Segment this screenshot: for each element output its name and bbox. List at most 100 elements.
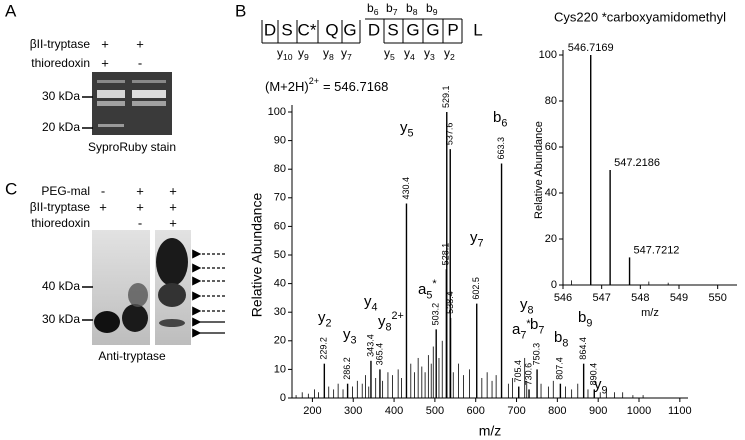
ion-sub: 6: [501, 117, 507, 129]
y-tick-label: 100: [539, 49, 557, 61]
ion-sub: 5: [390, 52, 395, 62]
x-tick-label: 550: [708, 292, 726, 304]
row-label: PEG-mal: [41, 184, 90, 198]
y-ion-label: y7: [341, 46, 352, 62]
y-tick-label: 20: [274, 335, 286, 347]
b-ion-label: b9: [426, 1, 438, 17]
y-tick-label: 60: [274, 220, 286, 232]
peak-label: 807.4: [555, 357, 565, 380]
lane-sign: +: [136, 199, 144, 214]
lane-sign: -: [138, 55, 142, 70]
ion-sup: *: [526, 318, 531, 330]
ion-base: b: [406, 1, 413, 15]
ion-base: b: [530, 316, 538, 333]
lane-sign: +: [169, 183, 177, 198]
ion-sub: 4: [372, 301, 378, 313]
ion-sub: 2: [326, 317, 332, 329]
x-tick-label: 900: [589, 405, 607, 417]
panel-label: C: [5, 179, 17, 198]
ion-annotation: b7: [530, 316, 544, 336]
panel-label: B: [235, 1, 246, 20]
ion-base: b: [578, 309, 586, 326]
lane-sign: +: [101, 36, 109, 51]
residue: D: [368, 20, 380, 39]
x-tick-label: 700: [507, 405, 525, 417]
y-tick-label: 60: [545, 141, 557, 153]
peak-label: 705.4: [513, 360, 523, 383]
ion-sub: 7: [520, 329, 526, 341]
peak-label: 546.7169: [568, 42, 614, 54]
y-tick-label: 80: [545, 95, 557, 107]
y-ion-label: y3: [424, 46, 435, 62]
ion-base: b: [554, 329, 562, 346]
gel-a: [82, 72, 172, 135]
y-tick-label: 40: [274, 278, 286, 290]
precursor-charge: 2+: [309, 76, 319, 86]
ion-sub: 7: [347, 52, 352, 62]
x-axis-label: m/z: [479, 423, 502, 439]
lane-sign: -: [101, 183, 105, 198]
ion-sub: 10: [283, 52, 293, 62]
ion-base: y: [341, 46, 347, 60]
y-ion-label: y9: [298, 46, 309, 62]
ion-base: a: [512, 321, 521, 338]
ion-annotation: y5: [400, 119, 414, 139]
lane-sign: +: [169, 215, 177, 230]
precursor-mz: = 546.7168: [323, 79, 388, 94]
y-axis-label: Relative Abundance: [533, 121, 545, 219]
residue: G: [426, 20, 439, 39]
caption: SyproRuby stain: [88, 140, 176, 154]
marker-label: 30 kDa: [42, 89, 80, 103]
ion-base: y: [343, 326, 351, 343]
lane-sign: +: [169, 199, 177, 214]
y-tick-label: 20: [545, 233, 557, 245]
residue: G: [406, 20, 419, 39]
peak-label: 890.4: [589, 363, 599, 386]
ion-base: b: [367, 1, 374, 15]
peak-label: 537.6: [445, 123, 455, 146]
peak-label: 602.5: [471, 277, 481, 300]
ion-annotation: y82+: [378, 310, 404, 333]
peak-label: 430.4: [401, 177, 411, 200]
marker-label: 30 kDa: [42, 312, 80, 326]
ion-annotation: b6: [493, 109, 507, 129]
ion-base: y: [318, 309, 326, 326]
ion-annotation: b9: [578, 309, 592, 329]
chart-title: Cys220 *carboxyamidomethyl: [554, 9, 726, 24]
peak-label: 547.7212: [634, 244, 680, 256]
lane-sign: +: [101, 55, 109, 70]
b-ion-label: b7: [386, 1, 398, 17]
x-tick-label: 1000: [627, 405, 651, 417]
ion-base: y: [323, 46, 329, 60]
peak-label: 750.3: [531, 343, 541, 366]
ion-annotation: y2: [318, 309, 332, 329]
ion-annotation: y4: [364, 293, 378, 313]
peak-label: 538.4: [445, 291, 455, 314]
ion-sub: 6: [374, 7, 379, 17]
ion-sub: 8: [386, 321, 392, 333]
ion-sub: 5: [408, 127, 414, 139]
b-ion-label: b8: [406, 1, 418, 17]
y-ion-label: y5: [384, 46, 395, 62]
ion-base: y: [444, 46, 450, 60]
y-tick-label: 0: [551, 279, 557, 291]
ion-base: b: [386, 1, 393, 15]
ion-sub: 9: [304, 52, 309, 62]
y-ion-label: y4: [404, 46, 415, 62]
precursor-label: (M+2H)2+ = 546.7168: [265, 76, 388, 94]
peak-label: 286.2: [342, 357, 352, 380]
lane-sign: +: [136, 36, 144, 51]
marker-label: 40 kDa: [42, 279, 80, 293]
ion-sub: 3: [351, 334, 357, 346]
ion-sub: 9: [586, 317, 592, 329]
y-tick-label: 40: [545, 187, 557, 199]
row-label: thioredoxin: [31, 56, 90, 70]
x-tick-label: 300: [344, 405, 362, 417]
row-label: βII-tryptase: [30, 200, 91, 214]
x-tick-label: 500: [426, 405, 444, 417]
caption: Anti-tryptase: [98, 349, 166, 363]
residue: S: [281, 20, 292, 39]
y-tick-label: 90: [274, 135, 286, 147]
row-label: thioredoxin: [31, 216, 90, 230]
